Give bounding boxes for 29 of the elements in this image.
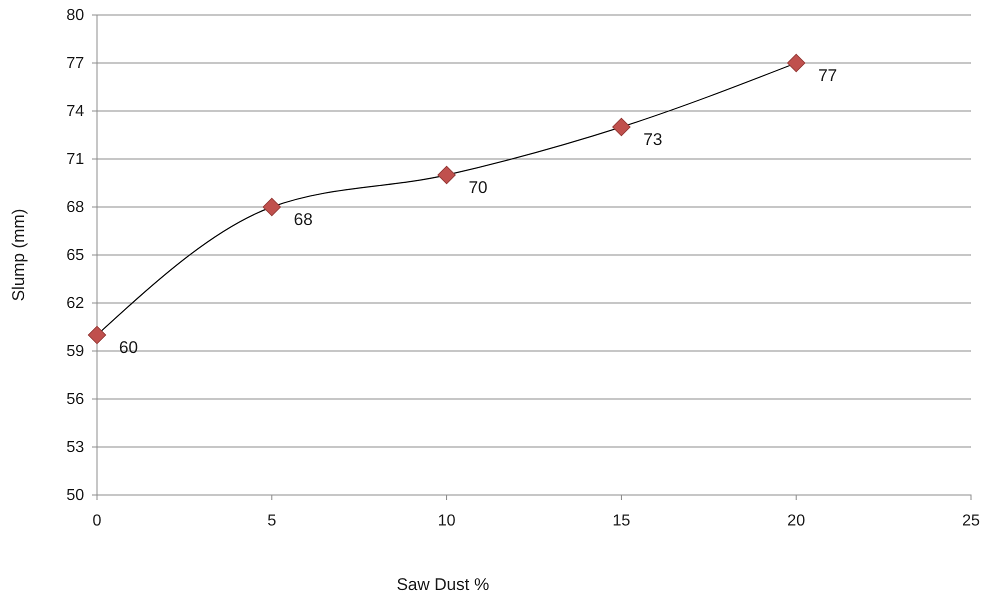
point <box>612 118 631 136</box>
y-tick-label: 62 <box>66 295 84 312</box>
point <box>262 198 281 216</box>
point <box>437 166 456 184</box>
y-tick-label: 65 <box>66 247 84 264</box>
data-label: 60 <box>119 338 138 357</box>
data-label: 77 <box>818 66 838 85</box>
x-tick-label: 10 <box>438 512 456 530</box>
x-tick-label: 25 <box>962 512 980 530</box>
data-label: 73 <box>643 130 662 149</box>
y-tick-label: 80 <box>66 7 84 24</box>
data-label: 68 <box>294 210 313 229</box>
y-tick-label: 53 <box>66 439 84 456</box>
y-tick-label: 77 <box>66 55 84 72</box>
x-tick-label: 0 <box>92 512 102 530</box>
point <box>88 326 106 344</box>
y-tick-label: 59 <box>66 343 84 360</box>
y-tick-label: 74 <box>66 103 84 120</box>
y-tick-label: 56 <box>66 391 84 408</box>
y-tick-label: 71 <box>66 151 84 168</box>
x-tick-label: 20 <box>787 512 806 530</box>
y-axis-title: Slump (mm) <box>9 208 28 302</box>
x-axis-title: Saw Dust % <box>396 575 490 594</box>
x-tick-label: 5 <box>267 512 276 530</box>
point <box>787 54 806 72</box>
data-label: 70 <box>468 178 488 197</box>
y-tick-label: 68 <box>66 199 84 216</box>
x-tick-label: 15 <box>612 512 630 530</box>
y-tick-label: 50 <box>66 487 84 504</box>
